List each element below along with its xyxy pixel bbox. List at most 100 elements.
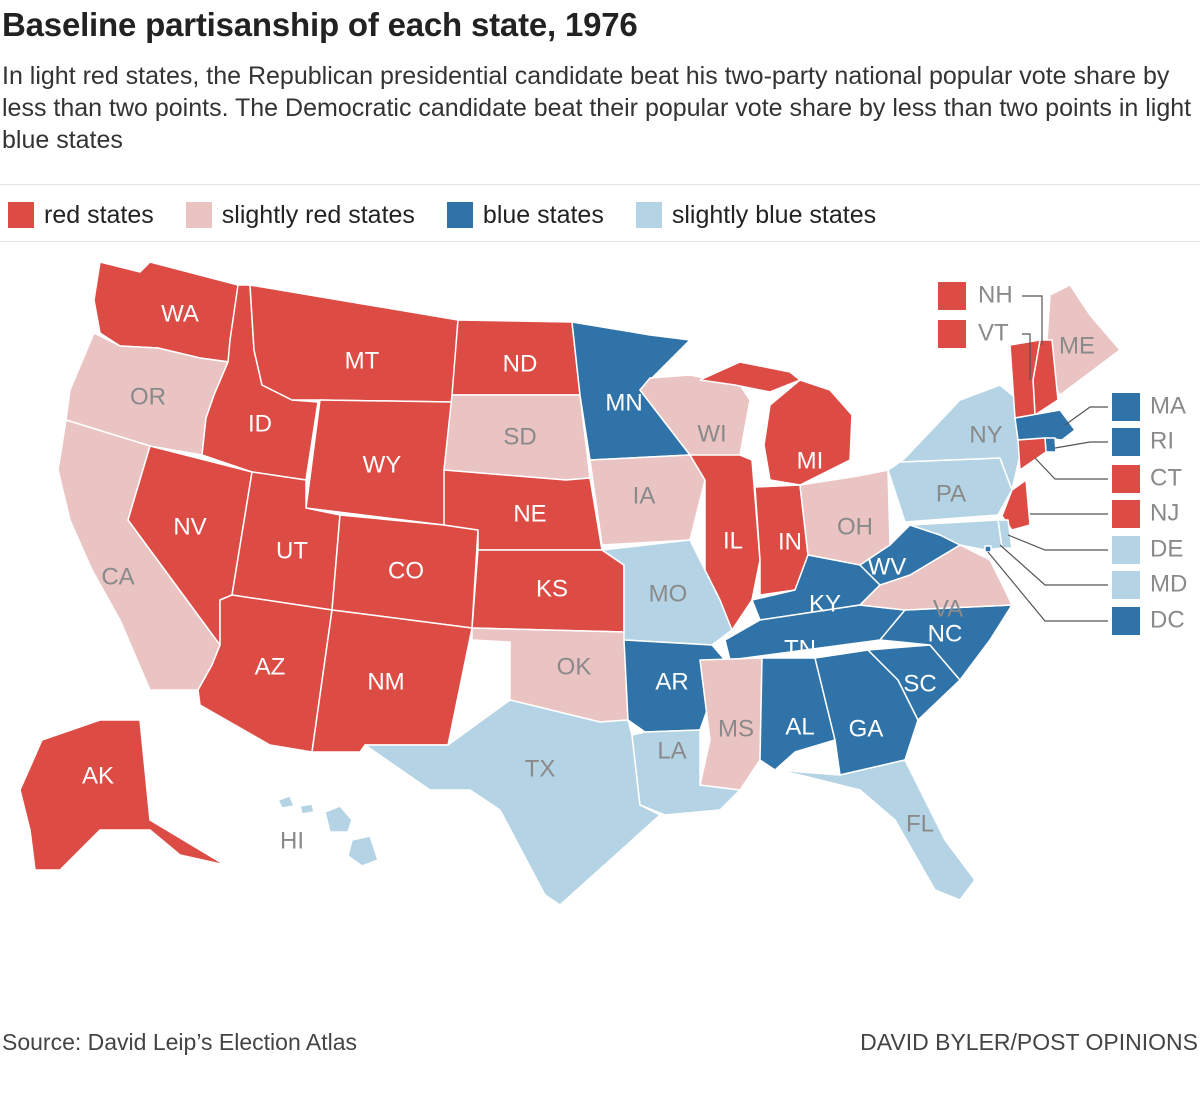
state-tx [364, 699, 661, 906]
state-mt [249, 284, 459, 403]
callout-swatch-nh [938, 282, 966, 310]
callout-label-ri: RI [1150, 427, 1174, 454]
state-label-nv: NV [173, 513, 206, 540]
state-shape-extra-hi [347, 835, 379, 867]
legend-bottom-divider [0, 241, 1200, 242]
state-dc [984, 545, 992, 553]
state-ct [1017, 437, 1047, 471]
state-label-ks: KS [536, 575, 568, 602]
state-il [689, 454, 761, 631]
state-label-wy: WY [363, 451, 402, 478]
state-vt [1009, 339, 1041, 419]
state-nj [1001, 479, 1031, 531]
legend-label: slightly red states [221, 200, 415, 229]
state-label-mi: MI [797, 447, 824, 474]
state-label-ca: CA [101, 563, 134, 590]
state-shape-ri [1044, 437, 1057, 453]
state-shape-sc [867, 644, 961, 721]
legend-item-slightly-blue: slightly blue states [635, 201, 876, 230]
callout-swatch-md [1112, 571, 1140, 599]
state-ri [1044, 437, 1057, 453]
state-shape-ak [19, 719, 226, 871]
state-shape-ia [589, 454, 706, 546]
state-shape-ok [471, 627, 629, 723]
state-label-nm: NM [367, 668, 404, 695]
callout-label-nj: NJ [1150, 499, 1179, 526]
callout-swatch-nj [1112, 500, 1140, 528]
state-shape-mt [249, 284, 459, 403]
legend-swatch-slightly-red [185, 202, 212, 228]
state-ia [589, 454, 706, 546]
callout-label-ma: MA [1150, 392, 1186, 419]
callout-leader-line [987, 551, 1108, 622]
legend-swatch-red [8, 202, 34, 228]
state-label-ak: AK [82, 762, 114, 789]
state-shape-fl [774, 759, 976, 901]
callout-swatch-ri [1112, 428, 1140, 456]
state-shape-nj [1001, 479, 1031, 531]
callout-swatch-ma [1112, 393, 1140, 421]
state-shape-extra-mi [699, 361, 801, 393]
state-shape-la [631, 729, 741, 816]
callout-label-nh: NH [978, 281, 1013, 308]
legend-swatch-slightly-blue [635, 202, 662, 228]
state-label-nc: NC [928, 620, 963, 647]
state-label-ky: KY [809, 590, 841, 617]
page-subtitle: In light red states, the Republican pres… [2, 62, 1192, 154]
state-label-oh: OH [837, 513, 873, 540]
state-co [331, 514, 479, 629]
state-shape-hi [324, 805, 353, 833]
state-shape-ct [1017, 437, 1047, 471]
callout-leader-line [1064, 406, 1108, 426]
legend-swatch-blue [446, 202, 473, 228]
state-fl [774, 759, 976, 901]
credit-line: DAVID BYLER/POST OPINIONS [860, 1029, 1198, 1055]
state-label-ne: NE [513, 500, 546, 527]
state-ok [471, 627, 629, 723]
state-label-ok: OK [557, 653, 592, 680]
state-shape-il [689, 454, 761, 631]
state-shape-mi [763, 379, 853, 486]
state-label-ar: AR [655, 668, 688, 695]
callout-leader-line [1054, 441, 1108, 449]
state-shape-vt [1009, 339, 1041, 419]
callout-label-dc: DC [1150, 606, 1185, 633]
state-label-fl: FL [906, 810, 934, 837]
state-label-ut: UT [276, 537, 308, 564]
state-shape-extra-hi [299, 803, 315, 815]
callout-swatch-vt [938, 320, 966, 348]
state-label-va: VA [933, 595, 963, 622]
state-label-al: AL [785, 713, 814, 740]
callout-leader-line [1022, 333, 1031, 380]
callout-label-vt: VT [978, 319, 1009, 346]
callout-swatch-de [1112, 536, 1140, 564]
legend-item-red: red states [8, 201, 154, 230]
legend-label: blue states [482, 200, 604, 229]
state-label-la: LA [657, 737, 686, 764]
state-hi [277, 795, 379, 867]
us-state-map: WA OR CA ID NV MT WY UT AZ CO NM ND SD NE KS OK TX MN IA MO… [19, 261, 1187, 906]
state-label-mo: MO [649, 580, 688, 607]
callout-swatch-ct [1112, 465, 1140, 493]
state-label-ms: MS [718, 715, 754, 742]
state-label-mt: MT [345, 347, 380, 374]
callout-leader-line [1034, 457, 1108, 480]
state-shape-co [331, 514, 479, 629]
state-label-wi: WI [697, 420, 726, 447]
callout-label-md: MD [1150, 570, 1187, 597]
state-shape-tx [364, 699, 661, 906]
state-label-wa: WA [161, 300, 199, 327]
state-label-wv: WV [868, 553, 907, 580]
state-label-ga: GA [849, 715, 884, 742]
state-ak [19, 719, 226, 871]
state-label-hi: HI [280, 827, 304, 854]
callout-swatch-dc [1112, 607, 1140, 635]
state-label-nd: ND [503, 350, 538, 377]
state-label-tx: TX [525, 755, 556, 782]
legend-label: red states [44, 200, 154, 229]
state-mi [699, 361, 853, 486]
state-label-az: AZ [255, 653, 286, 680]
state-label-in: IN [778, 528, 802, 555]
state-label-or: OR [130, 383, 166, 410]
callout-label-ct: CT [1150, 464, 1182, 491]
